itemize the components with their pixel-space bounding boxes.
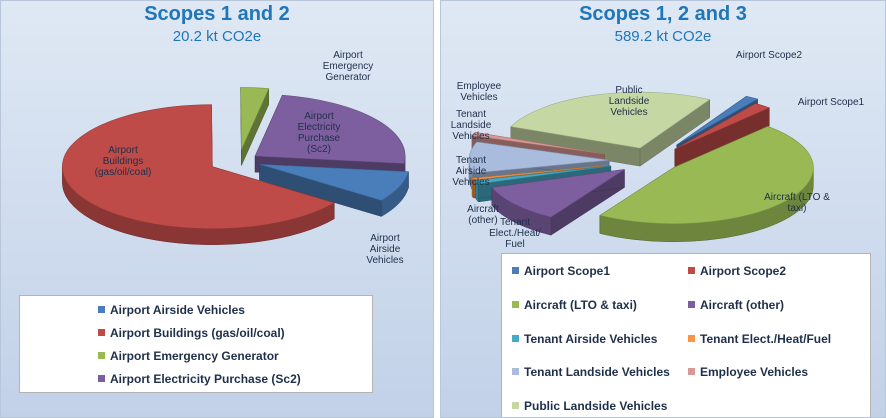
pie-slice-top (475, 165, 611, 185)
pie-chart-scopes-1-2: Airport Airside Vehicles Airport Buildings (g… (62, 50, 409, 266)
pie-slice-public-landside (510, 91, 711, 167)
legend-item-aircraft-other: Aircraft (other) (688, 298, 784, 312)
chart-subtitle: 20.2 kt CO2e (172, 28, 262, 45)
legend-swatch (98, 375, 105, 382)
legend-swatch (688, 368, 695, 375)
pie-slice-top (599, 126, 814, 225)
legend-item-scope2: Airport Scope2 (688, 264, 786, 278)
pie-slice-emergency (240, 87, 270, 166)
legend-item-airside-vehicles: Airport Airside Vehicles (98, 303, 245, 317)
pie-slice-buildings (62, 104, 335, 245)
pie-slice-aircraft-lto (599, 126, 814, 242)
scopes-1-2-3-chart-panel: Scopes 1, 2 and 3 589.2 kt CO2e Airport … (440, 0, 886, 418)
legend-label: Airport Scope1 (524, 264, 611, 278)
pie-slice-top (676, 95, 759, 146)
pie-slice-top (240, 87, 270, 150)
legend-label: Airport Electricity Purchase (Sc2) (110, 372, 301, 386)
slice-label-emergency: Airport Emergency Generator (323, 50, 374, 83)
scopes-1-2-chart-panel: Scopes 1 and 2 20.2 kt CO2e Airport Airsi… (0, 0, 434, 418)
legend-swatch (512, 301, 519, 308)
legend-swatch (688, 301, 695, 308)
pie-slice-top (510, 91, 711, 149)
legend-swatch (98, 329, 105, 336)
slice-label-airside: Airport Airside Vehicles (366, 233, 403, 266)
legend-label: Public Landside Vehicles (524, 399, 668, 413)
pie-slice-top (259, 164, 409, 201)
slice-label-scope2: Airport Scope2 (736, 50, 803, 61)
legend-swatch (98, 306, 105, 313)
slice-label-buildings: Airport Buildings (gas/oil/coal) (95, 145, 152, 178)
pie-slice-airside (259, 163, 409, 217)
pie-chart-scopes-1-2-3: Airport Scope1 Airport Scope2 Aircraft (LT… (451, 50, 865, 250)
legend-swatch (688, 335, 695, 342)
pie-slice-top (491, 169, 625, 218)
slice-label-tenant-airside: Tenant Airside Vehicles (452, 155, 489, 188)
legend-label: Aircraft (other) (700, 298, 785, 312)
slice-label-aircraft-other: Aircraft (other) (467, 204, 499, 226)
legend-label: Employee Vehicles (700, 365, 809, 379)
chart-title: Scopes 1, 2 and 3 (579, 3, 747, 25)
legend-swatch (512, 267, 519, 274)
slice-label-tenant-landside: Tenant Landside Vehicles (451, 109, 492, 142)
pie-slice-top (468, 141, 610, 174)
chart-title: Scopes 1 and 2 (144, 3, 290, 25)
legend-item-emergency-generator: Airport Emergency Generator (98, 349, 279, 363)
legend-label: Airport Scope2 (700, 264, 787, 278)
pie-slice-top (471, 132, 605, 155)
pie-slice-scope2 (674, 102, 771, 168)
legend-label: Tenant Elect./Heat/Fuel (700, 332, 832, 346)
slice-label-scope1: Airport Scope1 (798, 97, 865, 108)
legend-item-buildings: Airport Buildings (gas/oil/coal) (98, 326, 285, 340)
legend-label: Airport Buildings (gas/oil/coal) (110, 326, 285, 340)
legend-item-tenant-elect: Tenant Elect./Heat/Fuel (688, 332, 831, 346)
legend-item-employee: Employee Vehicles (688, 365, 808, 379)
legend-item-aircraft-lto: Aircraft (LTO & taxi) (512, 298, 637, 312)
legend-label: Tenant Airside Vehicles (524, 332, 658, 346)
legend-item-tenant-landside: Tenant Landside Vehicles (512, 365, 670, 379)
chart-legend: Airport Airside Vehicles Airport Buildin… (19, 295, 373, 393)
legend-swatch (512, 368, 519, 375)
legend-label: Tenant Landside Vehicles (524, 365, 670, 379)
chart-legend: Airport Scope1 Airport Scope2 Aircraft (… (501, 253, 871, 417)
legend-label: Airport Airside Vehicles (110, 303, 245, 317)
legend-swatch (512, 402, 519, 409)
pie-slice-top (674, 103, 771, 150)
slice-label-employee: Employee Vehicles (457, 81, 502, 103)
legend-label: Airport Emergency Generator (110, 349, 279, 363)
slice-label-tenant-elect: Tenant Elect./Heat/Fuel (489, 217, 541, 250)
chart-subtitle: 589.2 kt CO2e (614, 28, 712, 45)
legend-item-electricity: Airport Electricity Purchase (Sc2) (98, 372, 301, 386)
pie-slice-top (254, 94, 406, 164)
legend-item-public-landside: Public Landside Vehicles (512, 399, 667, 413)
legend-item-scope1: Airport Scope1 (512, 264, 610, 278)
legend-item-tenant-airside: Tenant Airside Vehicles (512, 332, 657, 346)
pie-slice-top (471, 165, 609, 181)
pie-slice-top (62, 104, 335, 229)
pie-slice-aircraft-other (491, 169, 625, 236)
legend-label: Aircraft (LTO & taxi) (524, 298, 637, 312)
legend-swatch (512, 335, 519, 342)
slice-label-public-landside: Public Landside Vehicles (609, 85, 650, 118)
legend-swatch (98, 352, 105, 359)
slice-label-electricity: Airport Electricity Purchase (Sc2) (298, 111, 341, 155)
legend-swatch (688, 267, 695, 274)
slice-label-aircraft-lto: Aircraft (LTO & taxi) (764, 192, 830, 214)
